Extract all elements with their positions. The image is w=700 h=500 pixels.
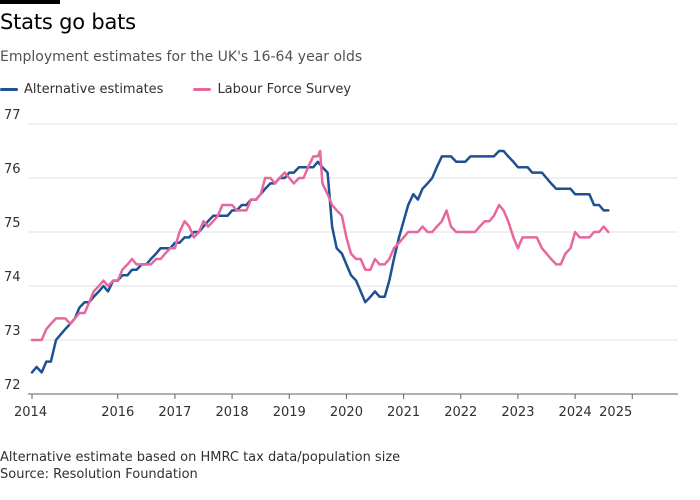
legend-label-alternative: Alternative estimates: [24, 81, 164, 97]
y-tick-label: 75: [4, 216, 21, 231]
x-tick-label: 2020: [330, 405, 363, 418]
x-tick-label: 2023: [501, 405, 534, 418]
y-tick-label: 73: [4, 324, 21, 339]
legend-label-lfs: Labour Force Survey: [217, 81, 352, 97]
x-tick-label: 2017: [158, 405, 191, 418]
footnote-source: Source: Resolution Foundation: [0, 467, 198, 482]
chart-subtitle: Employment estimates for the UK's 16-64 …: [0, 49, 363, 65]
chart-title: Stats go bats: [0, 10, 136, 34]
series-line-alternative: [30, 149, 610, 374]
chart-footnote: Alternative estimate based on HMRC tax d…: [0, 449, 400, 483]
x-tick-label: 2025: [599, 405, 632, 418]
x-tick-label: 2019: [273, 405, 306, 418]
x-tick-label: 2016: [101, 405, 134, 418]
legend-item-lfs: Labour Force Survey: [193, 82, 351, 97]
x-tick-label: 2024: [559, 405, 592, 418]
brand-rule: [0, 0, 60, 4]
series-line-lfs: [30, 149, 610, 342]
legend-item-alternative: Alternative estimates: [0, 82, 163, 97]
x-tick-label: 2022: [444, 405, 477, 418]
legend-swatch-alternative: [0, 87, 18, 91]
line-chart: 72 73 74 75 76 77 2014 2016 2017 2018 2019 2020 2021…: [4, 108, 678, 418]
footnote-note: Alternative estimate based on HMRC tax d…: [0, 450, 401, 465]
y-tick-label: 76: [4, 162, 21, 177]
x-tick-label: 2021: [387, 405, 420, 418]
y-tick-label: 77: [4, 108, 21, 123]
legend-swatch-lfs: [193, 87, 212, 91]
x-tick-label: 2018: [216, 405, 249, 418]
x-tick-label: 2014: [14, 405, 47, 418]
y-tick-label: 72: [4, 378, 21, 393]
y-tick-label: 74: [4, 270, 21, 285]
chart-legend: Alternative estimates Labour Force Surve…: [0, 80, 381, 98]
